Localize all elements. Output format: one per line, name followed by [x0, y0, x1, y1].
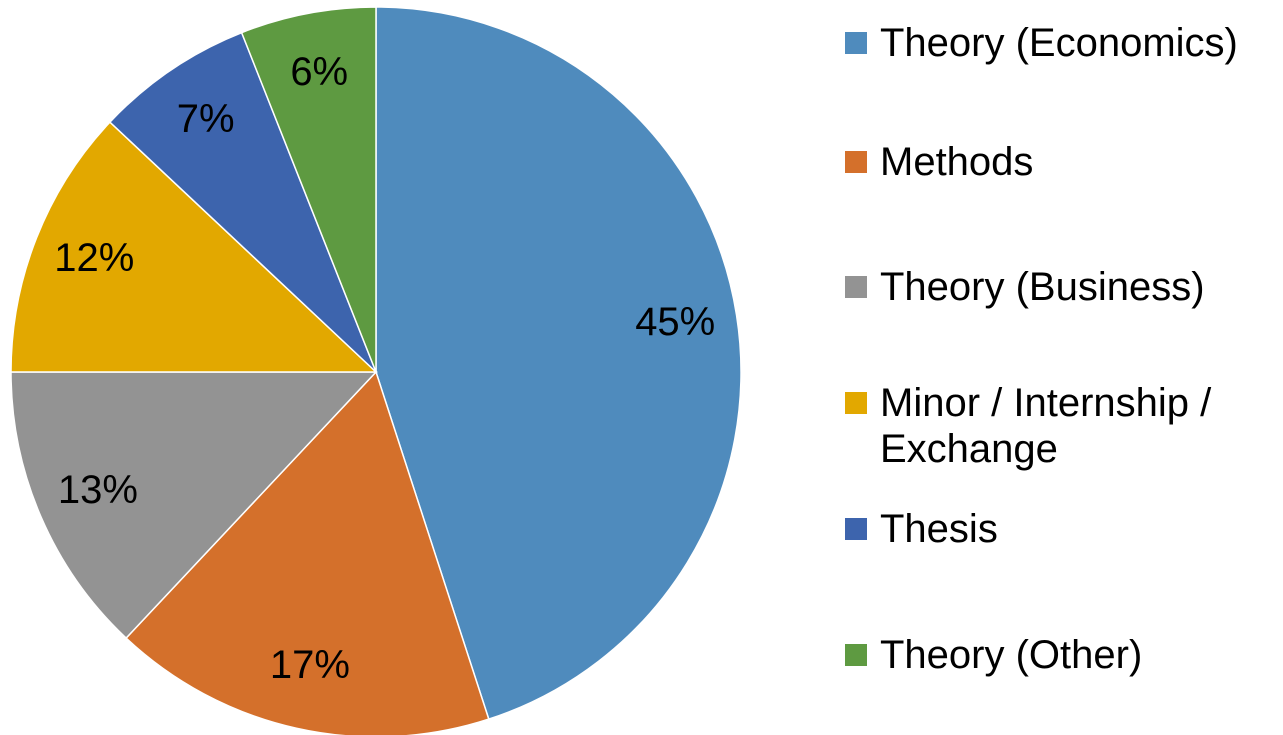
legend-label: Methods — [880, 140, 1034, 184]
pie-slice — [108, 31, 377, 373]
legend-entry: Methods — [845, 139, 1283, 185]
legend-entry: Theory (Business) — [845, 264, 1283, 310]
legend-label: Theory (Business) — [880, 265, 1205, 309]
legend-swatch — [845, 151, 867, 173]
legend-swatch — [845, 644, 867, 666]
legend-entry: Theory (Other) — [845, 632, 1283, 678]
legend-entry: Minor / Internship / Exchange — [845, 380, 1283, 472]
chart: 45% 17% 13% 12% 7% 6% — [10, 6, 742, 735]
data-label: 12% — [54, 236, 134, 280]
pie-slice — [125, 370, 490, 735]
data-label: 17% — [270, 643, 350, 687]
legend-label: Minor / Internship / Exchange — [880, 381, 1212, 471]
legend-swatch — [845, 276, 867, 298]
legend-entry: Thesis — [845, 506, 1283, 552]
legend-label: Thesis — [880, 507, 998, 551]
legend-label: Theory (Other) — [880, 633, 1143, 677]
pie-slice — [10, 121, 378, 373]
pie-slice — [240, 6, 377, 373]
legend-label: Theory (Economics) — [880, 21, 1238, 65]
pie-slice — [375, 6, 742, 721]
data-label: 13% — [58, 468, 138, 512]
data-label: 7% — [177, 97, 235, 141]
data-label: 6% — [290, 50, 348, 94]
legend-swatch — [845, 392, 867, 414]
pie-slice — [10, 371, 378, 640]
legend: Theory (Economics) Methods Theory (Busines… — [845, 0, 1283, 735]
legend-swatch — [845, 518, 867, 540]
legend-entry: Theory (Economics) — [845, 20, 1283, 66]
data-label: 45% — [635, 300, 715, 344]
legend-swatch — [845, 32, 867, 54]
